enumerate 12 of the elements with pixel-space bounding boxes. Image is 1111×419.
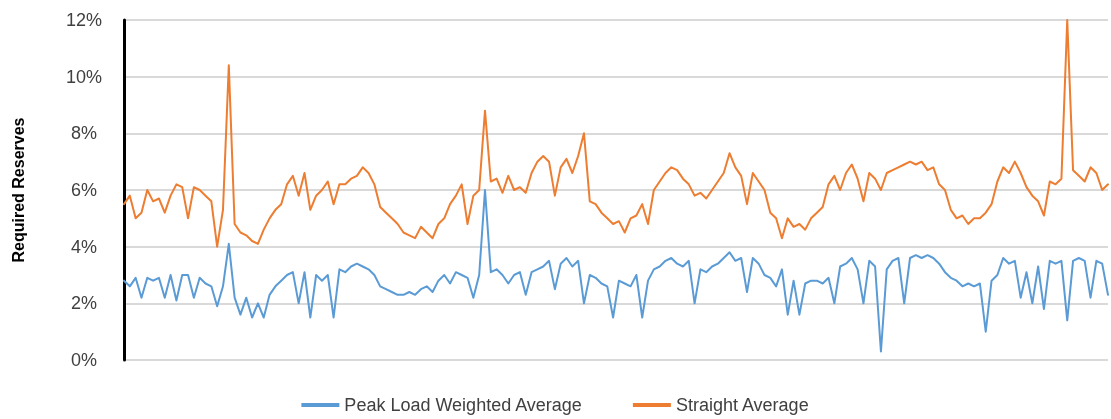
line-series	[123, 189, 1109, 353]
y-tick-label: 8%	[70, 123, 98, 144]
legend-label: Peak Load Weighted Average	[344, 395, 582, 415]
y-tick-label: 10%	[65, 66, 103, 87]
line-series	[123, 19, 1109, 248]
y-tick-label: 12%	[65, 10, 103, 30]
y-tick-label: 2%	[70, 293, 98, 314]
legend-label: Straight Average	[675, 395, 809, 415]
y-axis-title: Required Reserves	[9, 117, 27, 263]
y-tick-label: 6%	[70, 180, 98, 200]
y-tick-label: 4%	[70, 236, 98, 257]
y-tick-label: 0%	[70, 350, 98, 370]
